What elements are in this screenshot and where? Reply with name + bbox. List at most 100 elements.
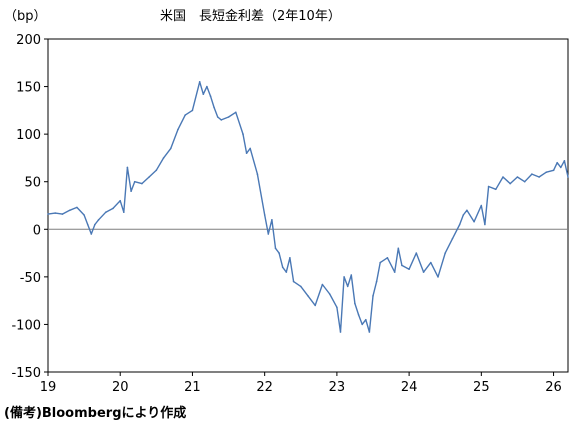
data-point xyxy=(162,157,165,159)
data-point xyxy=(281,266,284,269)
data-point xyxy=(538,176,540,178)
data-point xyxy=(552,169,555,172)
data-point xyxy=(509,182,512,185)
data-point xyxy=(415,252,418,254)
data-point xyxy=(184,114,186,116)
data-point xyxy=(213,106,215,109)
data-point xyxy=(235,111,237,114)
data-point xyxy=(545,171,548,173)
data-point xyxy=(216,116,219,118)
data-point xyxy=(430,261,432,264)
y-tick-label: 150 xyxy=(16,81,41,96)
data-point xyxy=(343,276,345,278)
x-tick-label: 24 xyxy=(401,380,418,395)
data-point xyxy=(249,147,251,150)
y-tick-label: -50 xyxy=(20,271,41,286)
spread-series-line xyxy=(47,81,569,333)
data-point xyxy=(321,283,324,286)
data-point xyxy=(289,257,291,259)
data-point xyxy=(386,257,389,259)
data-point xyxy=(365,318,367,321)
data-point xyxy=(206,85,208,88)
y-axis: 200 150 100 50 0 -50 -100 -150 xyxy=(11,33,48,381)
data-point xyxy=(560,166,562,169)
data-point xyxy=(220,119,223,121)
data-point xyxy=(466,209,468,212)
x-tick-label: 19 xyxy=(40,380,57,395)
data-point xyxy=(263,214,266,216)
data-point xyxy=(97,219,100,221)
data-point xyxy=(401,264,403,267)
source-note: (備考)Bloombergにより作成 xyxy=(4,406,187,421)
data-point xyxy=(357,314,360,316)
data-point xyxy=(278,252,280,254)
data-point xyxy=(393,271,396,273)
data-point xyxy=(191,109,194,112)
data-point xyxy=(274,247,277,250)
data-point xyxy=(133,180,136,183)
data-point xyxy=(148,176,150,178)
data-point xyxy=(209,95,212,97)
data-point xyxy=(361,323,364,326)
data-point xyxy=(451,238,454,240)
data-point xyxy=(202,93,205,95)
data-point xyxy=(198,81,201,83)
data-point xyxy=(170,147,172,150)
data-point xyxy=(480,204,483,207)
data-point xyxy=(354,302,356,305)
data-point xyxy=(83,214,85,216)
data-point xyxy=(314,304,317,307)
data-point xyxy=(119,199,121,202)
data-point xyxy=(397,247,400,250)
data-point xyxy=(462,214,465,216)
data-point xyxy=(516,176,519,178)
series-points xyxy=(47,81,569,333)
data-point xyxy=(368,331,371,333)
x-tick-label: 20 xyxy=(112,380,129,395)
y-tick-label: 50 xyxy=(24,176,41,191)
data-point xyxy=(177,128,179,131)
data-point xyxy=(130,190,132,192)
data-point xyxy=(112,207,114,210)
data-point xyxy=(256,173,259,175)
x-tick-label: 25 xyxy=(473,380,490,395)
data-point xyxy=(422,271,425,273)
y-tick-label: 0 xyxy=(33,223,41,238)
x-tick-label: 23 xyxy=(329,380,346,395)
data-point xyxy=(292,280,295,283)
data-point xyxy=(495,188,497,191)
data-point xyxy=(86,223,89,226)
plot-area xyxy=(47,38,569,373)
data-point xyxy=(346,285,349,288)
data-point xyxy=(556,161,558,164)
data-point xyxy=(336,306,338,309)
y-tick-label: -150 xyxy=(11,366,41,381)
chart-title: 米国 長短金利差（2年10年） xyxy=(160,8,341,24)
data-point xyxy=(408,268,410,271)
data-point xyxy=(444,252,447,254)
data-point xyxy=(227,116,230,118)
data-point xyxy=(155,169,158,172)
x-tick-label: 21 xyxy=(184,380,201,395)
data-point xyxy=(473,220,475,223)
data-point xyxy=(242,133,244,135)
data-point xyxy=(350,274,353,276)
data-point xyxy=(531,173,533,175)
data-point xyxy=(328,293,331,295)
data-point xyxy=(502,176,504,178)
y-tick-label: 200 xyxy=(16,33,41,48)
data-point xyxy=(484,223,486,226)
data-point xyxy=(61,213,64,215)
data-point xyxy=(123,211,125,213)
data-point xyxy=(458,223,461,226)
data-point xyxy=(94,223,96,226)
y-tick-label: 100 xyxy=(16,128,41,143)
data-point xyxy=(90,233,93,235)
x-axis: 19 20 21 22 23 24 25 26 xyxy=(40,372,562,395)
data-point xyxy=(141,182,143,185)
data-point xyxy=(76,206,78,209)
data-point xyxy=(437,276,439,278)
data-point xyxy=(68,209,71,212)
y-tick-label: -100 xyxy=(11,318,41,333)
data-point xyxy=(379,261,382,264)
